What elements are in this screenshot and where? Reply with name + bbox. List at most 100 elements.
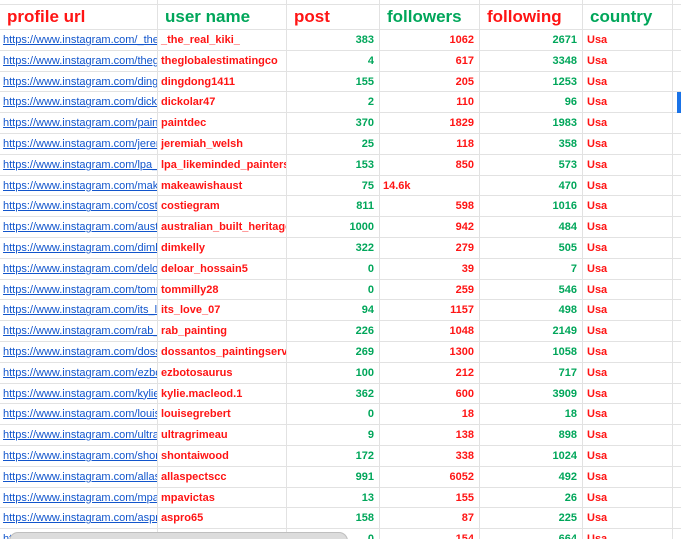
- post-cell[interactable]: 1000: [287, 217, 380, 238]
- post-cell[interactable]: 4: [287, 50, 380, 72]
- profile-url-link[interactable]: https://www.instagram.com/jeremiah_welsh: [3, 137, 157, 150]
- country-cell[interactable]: Usa: [583, 321, 673, 342]
- username-cell[interactable]: australian_built_heritage: [158, 217, 287, 238]
- followers-cell[interactable]: 1157: [380, 300, 480, 322]
- followers-cell[interactable]: 1829: [380, 113, 480, 134]
- profile-url-cell[interactable]: https://www.instagram.com/dossantos_pain…: [0, 341, 158, 363]
- username-cell[interactable]: dimkelly: [158, 237, 287, 259]
- following-cell[interactable]: 505: [480, 237, 583, 259]
- following-cell[interactable]: 358: [480, 133, 583, 155]
- profile-url-link[interactable]: https://www.instagram.com/rab_painting: [3, 325, 157, 338]
- profile-url-link[interactable]: https://www.instagram.com/mpavictas: [3, 491, 157, 504]
- profile-url-link[interactable]: https://www.instagram.com/paintdec: [3, 117, 158, 130]
- profile-url-cell[interactable]: https://www.instagram.com/_the_real_kiki…: [0, 30, 158, 51]
- post-cell[interactable]: 9: [287, 425, 380, 446]
- profile-url-cell[interactable]: https://www.instagram.com/shontaiwood: [0, 445, 158, 467]
- username-cell[interactable]: ultragrimeau: [158, 425, 287, 446]
- followers-cell[interactable]: 87: [380, 508, 480, 530]
- following-cell[interactable]: 3348: [480, 50, 583, 72]
- country-cell[interactable]: Usa: [583, 300, 673, 322]
- profile-url-cell[interactable]: https://www.instagram.com/paintdec: [0, 113, 158, 134]
- username-cell[interactable]: dingdong1411: [158, 71, 287, 93]
- profile-url-link[interactable]: https://www.instagram.com/kylie.macleod.…: [3, 387, 157, 400]
- profile-url-link[interactable]: https://www.instagram.com/ezbotosaurus: [3, 366, 157, 379]
- country-cell[interactable]: Usa: [583, 425, 673, 446]
- followers-cell[interactable]: 942: [380, 217, 480, 238]
- username-cell[interactable]: paintdec: [158, 113, 287, 134]
- followers-cell[interactable]: 6052: [380, 466, 480, 488]
- profile-url-link[interactable]: https://www.instagram.com/shontaiwood: [3, 449, 157, 462]
- post-cell[interactable]: 322: [287, 237, 380, 259]
- username-cell[interactable]: shontaiwood: [158, 445, 287, 467]
- username-cell[interactable]: costiegram: [158, 196, 287, 218]
- country-cell[interactable]: Usa: [583, 92, 673, 114]
- followers-cell[interactable]: 14.6k: [380, 175, 480, 197]
- country-cell[interactable]: Usa: [583, 341, 673, 363]
- post-cell[interactable]: 25: [287, 133, 380, 155]
- following-cell[interactable]: 7: [480, 258, 583, 280]
- followers-cell[interactable]: 212: [380, 362, 480, 384]
- post-cell[interactable]: 370: [287, 113, 380, 134]
- profile-url-link[interactable]: https://www.instagram.com/dimkelly: [3, 241, 157, 254]
- country-cell[interactable]: Usa: [583, 50, 673, 72]
- username-cell[interactable]: dossantos_paintingservice: [158, 341, 287, 363]
- following-cell[interactable]: 484: [480, 217, 583, 238]
- profile-url-cell[interactable]: https://www.instagram.com/allaspectscc: [0, 466, 158, 488]
- country-cell[interactable]: Usa: [583, 362, 673, 384]
- profile-url-cell[interactable]: https://www.instagram.com/tommilly28: [0, 279, 158, 301]
- following-cell[interactable]: 664: [480, 529, 583, 539]
- username-cell[interactable]: tommilly28: [158, 279, 287, 301]
- post-cell[interactable]: 0: [287, 279, 380, 301]
- username-cell[interactable]: deloar_hossain5: [158, 258, 287, 280]
- username-cell[interactable]: makeawishaust: [158, 175, 287, 197]
- post-cell[interactable]: 811: [287, 196, 380, 218]
- country-cell[interactable]: Usa: [583, 237, 673, 259]
- following-cell[interactable]: 546: [480, 279, 583, 301]
- username-cell[interactable]: its_love_07: [158, 300, 287, 322]
- profile-url-link[interactable]: https://www.instagram.com/dossantos_pain…: [3, 345, 157, 358]
- followers-cell[interactable]: 118: [380, 133, 480, 155]
- following-cell[interactable]: 26: [480, 487, 583, 509]
- followers-cell[interactable]: 138: [380, 425, 480, 446]
- following-cell[interactable]: 96: [480, 92, 583, 114]
- username-cell[interactable]: _the_real_kiki_: [158, 30, 287, 51]
- following-cell[interactable]: 898: [480, 425, 583, 446]
- profile-url-cell[interactable]: https://www.instagram.com/costiegram: [0, 196, 158, 218]
- username-cell[interactable]: kylie.macleod.1: [158, 383, 287, 405]
- followers-cell[interactable]: 110: [380, 92, 480, 114]
- profile-url-cell[interactable]: https://www.instagram.com/jeremiah_welsh: [0, 133, 158, 155]
- country-cell[interactable]: Usa: [583, 217, 673, 238]
- username-cell[interactable]: allaspectscc: [158, 466, 287, 488]
- following-cell[interactable]: 470: [480, 175, 583, 197]
- followers-cell[interactable]: 259: [380, 279, 480, 301]
- post-cell[interactable]: 13: [287, 487, 380, 509]
- following-cell[interactable]: 225: [480, 508, 583, 530]
- country-cell[interactable]: Usa: [583, 113, 673, 134]
- header-profile-url[interactable]: profile url: [0, 5, 158, 30]
- post-cell[interactable]: 100: [287, 362, 380, 384]
- username-cell[interactable]: louisegrebert: [158, 404, 287, 426]
- post-cell[interactable]: 75: [287, 175, 380, 197]
- following-cell[interactable]: 717: [480, 362, 583, 384]
- profile-url-cell[interactable]: https://www.instagram.com/rab_painting: [0, 321, 158, 342]
- post-cell[interactable]: 269: [287, 341, 380, 363]
- post-cell[interactable]: 94: [287, 300, 380, 322]
- following-cell[interactable]: 1024: [480, 445, 583, 467]
- following-cell[interactable]: 1253: [480, 71, 583, 93]
- profile-url-link[interactable]: https://www.instagram.com/aspro65: [3, 512, 158, 525]
- followers-cell[interactable]: 205: [380, 71, 480, 93]
- header-post[interactable]: post: [287, 5, 380, 30]
- followers-cell[interactable]: 154: [380, 529, 480, 539]
- profile-url-cell[interactable]: https://www.instagram.com/dimkelly: [0, 237, 158, 259]
- post-cell[interactable]: 155: [287, 71, 380, 93]
- profile-url-link[interactable]: https://www.instagram.com/dingdong1411: [3, 75, 158, 88]
- profile-url-link[interactable]: https://www.instagram.com/ultragrimeau: [3, 429, 157, 442]
- profile-url-cell[interactable]: https://www.instagram.com/ultragrimeau: [0, 425, 158, 446]
- followers-cell[interactable]: 598: [380, 196, 480, 218]
- country-cell[interactable]: Usa: [583, 71, 673, 93]
- post-cell[interactable]: 153: [287, 154, 380, 176]
- post-cell[interactable]: 991: [287, 466, 380, 488]
- profile-url-link[interactable]: https://www.instagram.com/australian_bui…: [3, 221, 158, 234]
- profile-url-cell[interactable]: https://www.instagram.com/mpavictas: [0, 487, 158, 509]
- followers-cell[interactable]: 279: [380, 237, 480, 259]
